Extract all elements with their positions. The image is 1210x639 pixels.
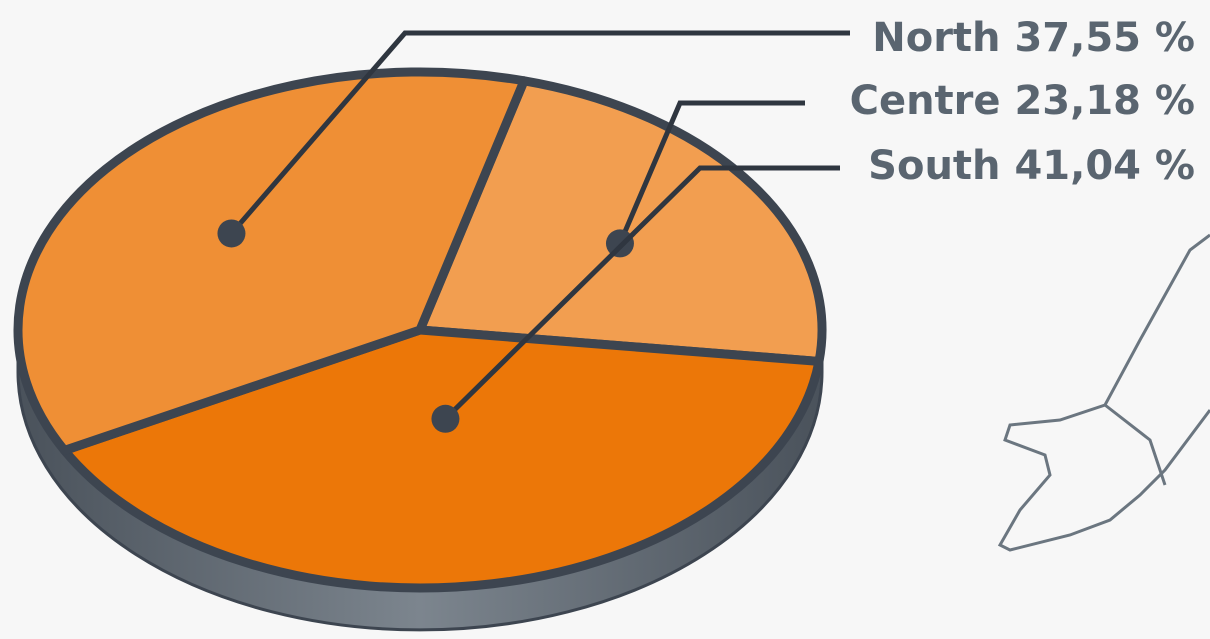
pie-slice — [59, 325, 824, 593]
leader-line — [443, 165, 840, 421]
slice-label: Centre 23,18 % — [850, 78, 1195, 124]
labels: North 37,55 % Centre 23,18 % South 41,04 % — [217, 15, 1195, 433]
leader-dot — [217, 219, 246, 248]
slice-label: South 41,04 % — [868, 143, 1195, 189]
category-label: Centre — [850, 78, 1001, 124]
leader-dot — [431, 404, 460, 433]
value-label: 41,04 % — [1014, 143, 1195, 189]
slice-label: North 37,55 % — [872, 15, 1195, 61]
category-label: North — [872, 15, 1000, 61]
leader-line — [617, 100, 805, 245]
leader-line — [229, 30, 850, 236]
value-label: 37,55 % — [1014, 15, 1195, 61]
hand-sketch — [997, 233, 1210, 552]
category-label: South — [868, 143, 1000, 189]
value-label: 23,18 % — [1014, 78, 1195, 124]
pie — [13, 67, 827, 632]
pie-slice — [415, 76, 827, 366]
pie-slice — [13, 67, 529, 455]
